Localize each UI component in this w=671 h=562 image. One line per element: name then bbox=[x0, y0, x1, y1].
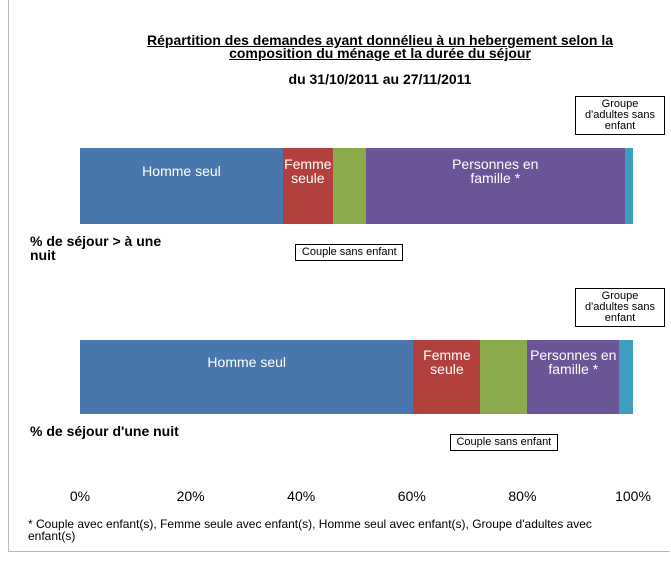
footnote: * Couple avec enfant(s), Femme seule ave… bbox=[28, 517, 592, 543]
segment-label: Femme seule bbox=[413, 340, 480, 384]
segment-label: Personnes en famille * bbox=[527, 340, 619, 384]
x-tick-label: 100% bbox=[615, 488, 651, 504]
x-tick-label: 80% bbox=[508, 488, 537, 504]
bar-segment bbox=[365, 148, 625, 224]
segment-label-text: Homme seul bbox=[207, 354, 287, 371]
segment-label: Femme seule bbox=[283, 148, 333, 194]
segment-label-text: Femme seule bbox=[423, 347, 471, 378]
segment-label: Homme seul bbox=[80, 148, 283, 194]
segment-label: Homme seul bbox=[80, 340, 413, 384]
bar-segment bbox=[80, 148, 283, 224]
x-tick-label: 60% bbox=[397, 488, 426, 504]
segment-label-text: Personnes en famille * bbox=[530, 347, 617, 378]
callout-label: Couple sans enfant bbox=[449, 434, 558, 451]
callout-label: Groupe d'adultes sans enfant bbox=[575, 96, 665, 135]
bar-segment bbox=[80, 340, 414, 414]
segment-label: Personnes en famille * bbox=[366, 148, 625, 194]
chart-subtitle: du 31/10/2011 au 27/11/2011 bbox=[288, 71, 472, 87]
callout-label: Couple sans enfant bbox=[295, 244, 404, 261]
x-tick-label: 20% bbox=[176, 488, 205, 504]
frame bbox=[8, 0, 670, 552]
x-tick-label: 40% bbox=[287, 488, 316, 504]
category-label: % de séjour d'une nuit bbox=[30, 423, 179, 439]
segment-label-text: Personnes en famille * bbox=[452, 155, 539, 186]
bar-segment bbox=[619, 340, 633, 414]
bar-segment bbox=[413, 340, 481, 414]
bar-segment bbox=[480, 340, 528, 414]
segment-label-text: Femme seule bbox=[284, 155, 332, 186]
x-tick-label: 0% bbox=[69, 488, 91, 504]
segment-label-text: Homme seul bbox=[142, 162, 221, 179]
bar-segment bbox=[332, 148, 366, 224]
callout-label: Groupe d'adultes sans enfant bbox=[575, 288, 665, 327]
bar-segment bbox=[527, 340, 620, 414]
bar-segment bbox=[624, 148, 633, 224]
bar-segment bbox=[282, 148, 333, 224]
chart-title: Répartition des demandes ayant donnélieu… bbox=[147, 32, 613, 61]
category-label: % de séjour > à une nuit bbox=[30, 233, 162, 263]
